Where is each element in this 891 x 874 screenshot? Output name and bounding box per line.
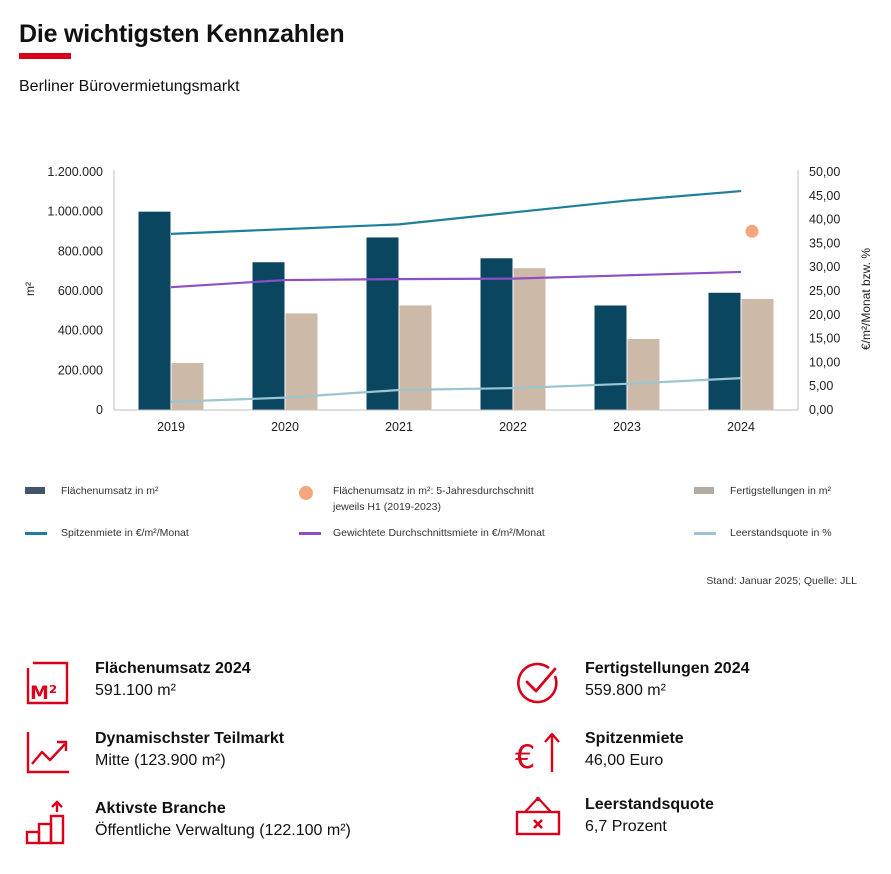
y2-tick-label: 40,00 [809, 213, 840, 227]
legend-swatch-line [25, 532, 47, 535]
x-tick-label: 2024 [727, 420, 755, 434]
kpi-title: Dynamischster Teilmarkt [95, 730, 285, 747]
legend-label: Spitzenmiete in €/m²/Monat [61, 527, 189, 539]
x-tick-label: 2020 [271, 420, 299, 434]
y-axis-title: m² [23, 282, 37, 296]
bar-fertigstellungen [399, 305, 432, 410]
kpi-value: Öffentliche Verwaltung (122.100 m²) [95, 822, 351, 839]
y2-tick-label: 35,00 [809, 236, 840, 250]
source-note: Stand: Januar 2025; Quelle: JLL [706, 575, 857, 587]
y-tick-label: 600.000 [58, 284, 103, 298]
page-subtitle: Berliner Bürovermietungsmarkt [19, 78, 240, 95]
line-durchschnittsmiete [170, 270, 742, 289]
title-accent-bar [19, 53, 71, 59]
svg-text:M²: M² [30, 682, 57, 704]
kpi-title: Fertigstellungen 2024 [585, 660, 750, 677]
vacancy-sign-icon [515, 796, 561, 836]
legend-swatch-line [299, 532, 321, 535]
x-tick-label: 2019 [157, 420, 185, 434]
legend-swatch-line [694, 532, 716, 535]
y2-tick-label: 10,00 [809, 355, 840, 369]
kpi-value: 46,00 Euro [585, 752, 664, 769]
bar-growth-icon [25, 800, 65, 845]
y2-tick-label: 45,00 [809, 189, 840, 203]
legend-swatch-bar [694, 487, 714, 494]
y2-tick-label: 25,00 [809, 284, 840, 298]
kpi-value: 6,7 Prozent [585, 818, 667, 835]
kpi-value: Mitte (123.900 m²) [95, 752, 226, 769]
kpi-title: Spitzenmiete [585, 730, 684, 747]
svg-text:€: € [515, 738, 535, 776]
bar-flaechenumsatz [252, 262, 285, 410]
marker-fuenfjahresschnitt [745, 224, 759, 238]
y2-tick-label: 20,00 [809, 308, 840, 322]
line-leerstandsquote [170, 377, 742, 404]
y2-tick-label: 15,00 [809, 332, 840, 346]
combo-chart: 0 200.000 400.000 600.000 800.000 1.000.000 1.… [23, 165, 873, 434]
y-tick-label: 1.200.000 [47, 165, 103, 179]
bar-flaechenumsatz [480, 258, 513, 410]
y2-tick-label: 0,00 [809, 403, 833, 417]
y2-tick-label: 30,00 [809, 260, 840, 274]
legend-label: Fertigstellungen in m² [730, 485, 831, 497]
line-spitzenmiete [170, 189, 742, 235]
kpi-title: Aktivste Branche [95, 800, 226, 817]
bar-flaechenumsatz [138, 211, 171, 410]
m2-icon: M² [26, 661, 69, 705]
legend-label: Leerstandsquote in % [730, 527, 832, 539]
y-tick-label: 400.000 [58, 324, 103, 338]
bar-fertigstellungen [285, 313, 318, 410]
legend-swatch-dot [299, 486, 313, 500]
bar-flaechenumsatz [366, 237, 399, 410]
bar-fertigstellungen [171, 362, 204, 410]
x-tick-label: 2021 [385, 420, 413, 434]
y2-tick-label: 50,00 [809, 165, 840, 179]
y-tick-label: 800.000 [58, 244, 103, 258]
kpi-value: 559.800 m² [585, 682, 666, 699]
y-tick-label: 200.000 [58, 363, 103, 377]
legend-label: Gewichtete Durchschnittsmiete in €/m²/Mo… [333, 527, 545, 539]
euro-up-icon: € [515, 732, 560, 776]
legend-label-line2: jeweils H1 (2019-2023) [333, 501, 441, 513]
page-title: Die wichtigsten Kennzahlen [19, 20, 345, 48]
legend-swatch-bar [25, 487, 45, 494]
y2-tick-label: 5,00 [809, 379, 833, 393]
bar-fertigstellungen [741, 298, 774, 410]
kpi-title: Leerstandsquote [585, 796, 714, 813]
legend-label: Flächenumsatz in m² [61, 485, 159, 497]
trend-chart-icon [26, 732, 69, 774]
check-circle-icon [517, 662, 558, 704]
legend-label: Flächenumsatz in m²: 5-Jahresdurchschnit… [333, 485, 534, 497]
y2-axis-title: €/m²/Monat bzw. % [859, 248, 873, 350]
bar-fertigstellungen [627, 338, 660, 410]
kpi-value: 591.100 m² [95, 682, 176, 699]
y-tick-label: 1.000.000 [47, 205, 103, 219]
y-tick-label: 0 [96, 403, 103, 417]
kpi-title: Flächenumsatz 2024 [95, 660, 251, 677]
x-tick-label: 2022 [499, 420, 527, 434]
x-tick-label: 2023 [613, 420, 641, 434]
bar-flaechenumsatz [594, 305, 627, 410]
bar-flaechenumsatz [708, 292, 741, 410]
